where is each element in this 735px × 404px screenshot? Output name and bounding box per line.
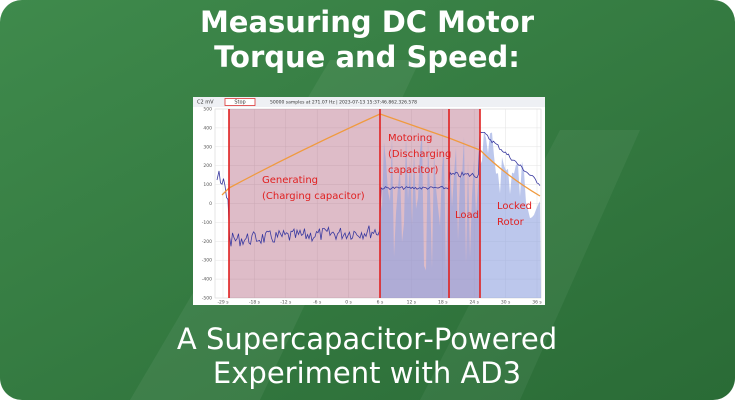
stop-button[interactable] — [224, 98, 256, 106]
toolbar — [193, 97, 545, 107]
title-line: Measuring DC Motor — [200, 5, 535, 39]
annotation: capacitor) — [388, 165, 439, 176]
annotation: Motoring — [388, 133, 432, 144]
annotation: (Discharging — [388, 149, 451, 160]
stop-label[interactable]: Stop — [234, 100, 245, 106]
annotation: Rotor — [497, 217, 525, 228]
y-label: -300 — [202, 258, 212, 264]
envelope — [380, 131, 541, 298]
x-label: -29 s — [217, 300, 229, 306]
x-label: -12 s — [280, 300, 292, 306]
x-label: 0 s — [345, 300, 352, 306]
channel: C2 mV — [197, 100, 214, 106]
x-label: -6 s — [313, 300, 322, 306]
y-label: 500 — [203, 107, 212, 113]
x-label: 6 s — [377, 300, 384, 306]
status: 50000 samples at 271.07 Hz | 2023-07-13 … — [270, 100, 417, 106]
title-line: Torque and Speed: — [214, 40, 520, 74]
annotation: Locked — [497, 201, 532, 212]
blue-trace — [216, 131, 541, 247]
subtitle-line: Experiment with AD3 — [213, 356, 521, 390]
annotation: (Charging capacitor) — [262, 191, 365, 202]
y-label: -500 — [202, 296, 212, 302]
y-label: -400 — [202, 277, 212, 283]
x-label: 12 s — [407, 300, 417, 306]
annotation: Generating — [262, 175, 318, 186]
y-label: 400 — [203, 125, 212, 131]
x-label: 18 s — [438, 300, 448, 306]
x-label: 30 s — [501, 300, 511, 306]
subtitle-line: A Supercapacitor-Powered — [177, 322, 557, 356]
x-label: 24 s — [469, 300, 479, 306]
x-label: -18 s — [249, 300, 261, 306]
y-label: 300 — [203, 144, 212, 150]
orange-trace — [221, 113, 541, 197]
y-label: 100 — [203, 182, 212, 188]
annotation: Load — [455, 210, 479, 221]
y-label: -200 — [202, 239, 212, 245]
y-label: 0 — [209, 201, 212, 207]
y-label: 200 — [203, 163, 212, 169]
y-label: -100 — [202, 220, 212, 226]
x-label: 36 s — [532, 300, 542, 306]
